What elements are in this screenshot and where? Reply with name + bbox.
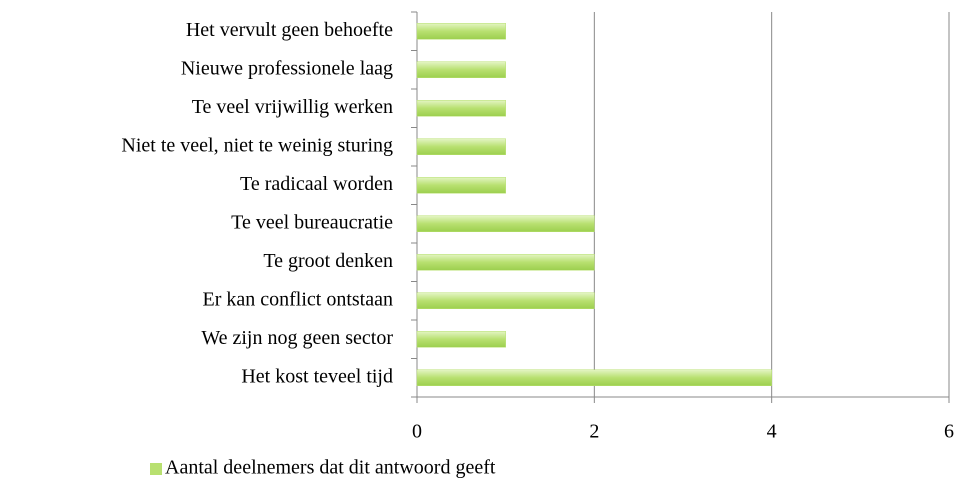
y-tick-label: Te groot denken [263,250,393,272]
y-tick-label: Te veel vrijwillig werken [192,96,393,118]
bar [416,254,595,271]
legend-label: Aantal deelnemers dat dit antwoord geeft [165,457,496,479]
y-tick-label: Het kost teveel tijd [241,365,393,387]
bar [416,215,595,232]
y-tick-label: Nieuwe professionele laag [181,57,393,79]
bar [416,100,506,117]
x-tick-label: 0 [412,421,422,443]
legend-swatch [150,463,162,475]
y-tick-label: Het vervult geen behoefte [186,19,393,41]
y-tick-label: We zijn nog geen sector [201,327,393,349]
y-tick-label: Er kan conflict ontstaan [203,288,394,310]
bar [416,177,506,194]
bar [416,138,506,155]
y-tick-label: Te veel bureaucratie [231,211,393,233]
x-tick-label: 6 [944,421,954,443]
x-tick-label: 2 [589,421,599,443]
bar [416,292,595,309]
bar [416,331,506,348]
bar [416,369,772,386]
bar [416,61,506,78]
x-tick-label: 4 [767,421,777,443]
bar [416,23,506,40]
y-tick-label: Te radicaal worden [240,173,393,195]
y-tick-label: Niet te veel, niet te weinig sturing [121,134,393,156]
